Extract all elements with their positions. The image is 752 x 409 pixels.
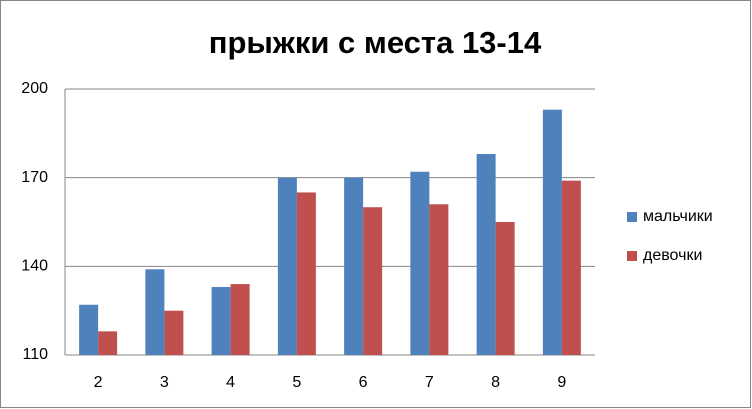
- x-tick-label: 5: [292, 374, 301, 391]
- chart-title: прыжки с места 13-14: [209, 25, 542, 60]
- bar: [363, 207, 383, 355]
- legend-swatch: [627, 251, 637, 261]
- x-tick-label: 6: [359, 374, 368, 391]
- bar: [344, 177, 364, 355]
- legend-label: мальчики: [643, 208, 713, 225]
- bar: [98, 331, 118, 355]
- bar: [211, 287, 231, 355]
- x-tick-label: 9: [557, 374, 566, 391]
- bar: [164, 310, 184, 355]
- x-tick-label: 7: [425, 374, 434, 391]
- x-tick-label: 2: [94, 374, 103, 391]
- x-tick-label: 8: [491, 374, 500, 391]
- y-tick-label: 140: [21, 258, 48, 275]
- x-tick-label: 3: [160, 374, 169, 391]
- bar: [145, 269, 165, 355]
- bar: [429, 204, 449, 355]
- y-tick-label: 170: [21, 169, 48, 186]
- bar: [79, 304, 99, 355]
- y-tick-label: 110: [22, 346, 48, 363]
- bar: [561, 180, 581, 355]
- bar: [230, 284, 250, 355]
- y-tick-label: 200: [21, 80, 48, 97]
- bar: [495, 222, 515, 355]
- bar: [476, 154, 496, 355]
- bar: [542, 109, 562, 355]
- legend-swatch: [627, 212, 637, 222]
- bar: [410, 171, 430, 355]
- x-tick-label: 4: [226, 374, 235, 391]
- bar: [296, 192, 316, 355]
- legend-label: девочки: [643, 247, 702, 264]
- bar: [277, 177, 297, 355]
